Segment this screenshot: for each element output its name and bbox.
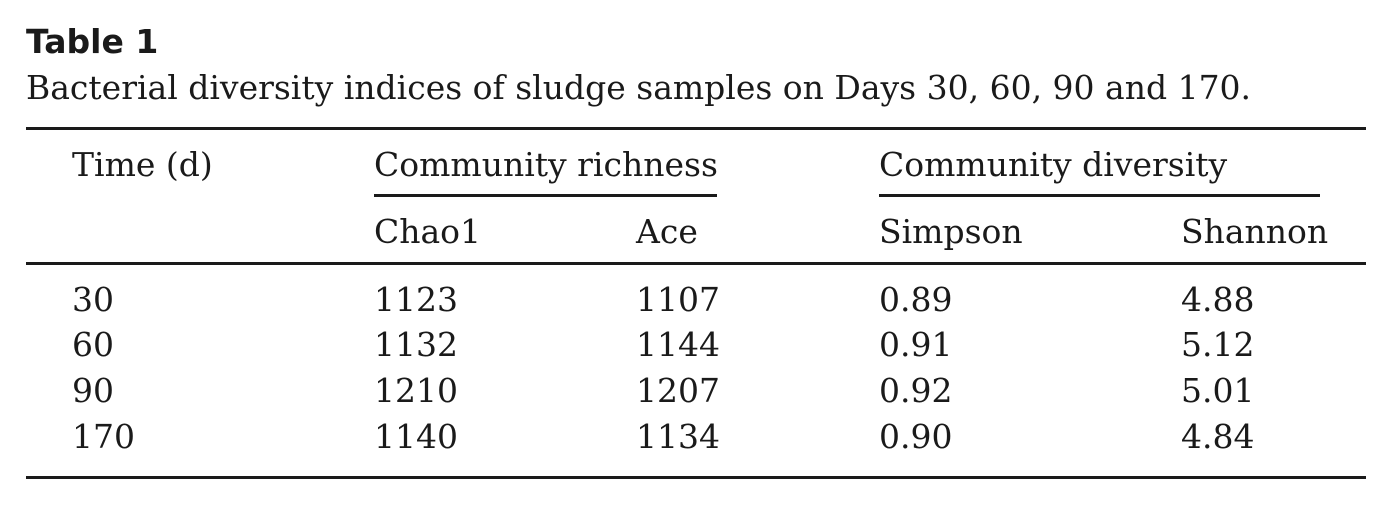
diversity-group-rule: [879, 194, 1320, 197]
top-rule: [26, 127, 1366, 130]
table-cell-ace: 1207: [636, 371, 720, 410]
table-caption: Bacterial diversity indices of sludge sa…: [26, 68, 1252, 107]
header-simpson: Simpson: [879, 212, 1023, 251]
table-cell-time: 170: [72, 417, 135, 456]
table-cell-simpson: 0.89: [879, 280, 953, 319]
table-cell-simpson: 0.91: [879, 325, 953, 364]
header-time: Time (d): [72, 145, 213, 184]
bottom-rule: [26, 476, 1366, 479]
header-ace: Ace: [636, 212, 698, 251]
header-community-richness: Community richness: [374, 145, 718, 184]
table-cell-ace: 1134: [636, 417, 720, 456]
table-cell-chao1: 1123: [374, 280, 458, 319]
table-cell-shannon: 5.01: [1181, 371, 1255, 410]
header-community-diversity: Community diversity: [879, 145, 1228, 184]
table-cell-chao1: 1210: [374, 371, 458, 410]
table-cell-ace: 1144: [636, 325, 720, 364]
table-cell-chao1: 1140: [374, 417, 458, 456]
table-cell-time: 90: [72, 371, 114, 410]
table-cell-simpson: 0.90: [879, 417, 953, 456]
table-cell-simpson: 0.92: [879, 371, 953, 410]
table-cell-time: 60: [72, 325, 114, 364]
table-cell-shannon: 4.84: [1181, 417, 1255, 456]
header-shannon: Shannon: [1181, 212, 1329, 251]
table-label: Table 1: [26, 22, 159, 61]
table-cell-shannon: 5.12: [1181, 325, 1255, 364]
richness-group-rule: [374, 194, 717, 197]
table-cell-shannon: 4.88: [1181, 280, 1255, 319]
table-cell-chao1: 1132: [374, 325, 458, 364]
header-rule: [26, 262, 1366, 265]
table-cell-time: 30: [72, 280, 114, 319]
header-chao1: Chao1: [374, 212, 482, 251]
table-cell-ace: 1107: [636, 280, 720, 319]
